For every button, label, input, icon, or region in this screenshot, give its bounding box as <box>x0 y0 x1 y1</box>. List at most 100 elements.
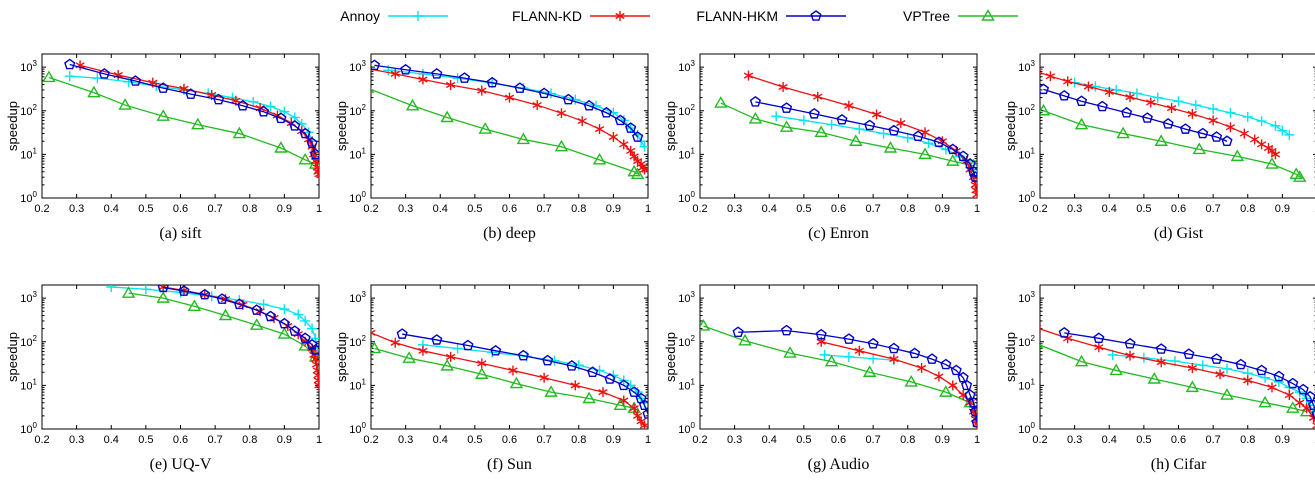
series-layer <box>1040 324 1315 429</box>
data-point-flann-hkm <box>964 158 976 169</box>
data-point-flann-kd <box>1156 357 1166 368</box>
data-point-annoy <box>843 351 854 362</box>
x-tick-label: 0.5 <box>138 434 153 446</box>
data-point-flann-hkm <box>275 112 287 124</box>
data-point-annoy <box>878 128 889 139</box>
data-point-flann-kd <box>1312 422 1315 429</box>
data-point-flann-hkm <box>278 317 290 329</box>
x-tick-label: 0.9 <box>935 203 950 215</box>
data-point-vptree <box>946 154 960 166</box>
data-point-flann-hkm <box>490 344 502 356</box>
data-point-annoy <box>826 119 837 130</box>
x-tick-label: 0.5 <box>467 434 482 446</box>
data-point-flann-hkm <box>1093 332 1105 344</box>
y-tick-label: 101 <box>1018 377 1035 392</box>
data-point-flann-kd <box>532 100 542 111</box>
data-point-flann-hkm <box>614 114 626 126</box>
legend-label: FLANN-HKM <box>696 8 778 24</box>
data-point-flann-kd <box>629 403 639 414</box>
legend: Annoy FLANN-KD FLANN-HKM VPTree <box>340 8 1018 24</box>
data-point-flann-kd <box>871 109 882 120</box>
y-tick-label: 102 <box>20 103 37 118</box>
data-point-vptree <box>1258 395 1272 408</box>
x-tick-label: 0.7 <box>1205 434 1220 446</box>
chart-panel: 0.2 0.3 0.4 0.5 0.6 0.7 0.8 0.9 1 100 101 102 103 spe… <box>334 284 651 473</box>
data-point-annoy <box>106 285 117 292</box>
plot-frame <box>41 284 320 430</box>
x-tick-label: 0.3 <box>727 434 742 446</box>
data-point-annoy <box>1284 129 1295 140</box>
data-point-flann-hkm <box>1096 100 1108 112</box>
x-tick-label: 1 <box>645 203 651 215</box>
data-point-flann-hkm <box>600 106 613 118</box>
x-tick-label: 0.8 <box>1240 434 1255 446</box>
data-point-annoy <box>1221 363 1232 374</box>
data-point-flann-hkm <box>947 143 959 155</box>
series-line-flann-kd <box>1040 328 1315 423</box>
data-point-flann-hkm <box>258 105 270 117</box>
data-point-flann-hkm <box>642 408 648 419</box>
series-line-flann-hkm <box>738 329 977 423</box>
x-tick-label: 0.9 <box>935 434 950 446</box>
x-tick-label: 0.7 <box>536 434 551 446</box>
data-point-flann-hkm <box>933 136 945 147</box>
x-tick-label: 0.4 <box>762 203 777 215</box>
data-point-flann-hkm <box>971 416 977 428</box>
data-point-flann-hkm <box>625 122 637 133</box>
chart-panel: 0.2 0.3 0.4 0.5 0.6 0.7 0.8 0.9 1 100 101 102 103 spe… <box>663 53 980 242</box>
data-point-annoy <box>452 343 463 354</box>
series-line-annoy <box>422 344 646 404</box>
data-point-vptree <box>156 109 170 121</box>
x-tick-label: 0.6 <box>1171 203 1186 215</box>
y-tick-label: 103 <box>20 290 37 305</box>
chart-panel: 0.2 0.3 0.4 0.5 0.6 0.7 0.8 0.9 1 100 101 102 103 spe… <box>663 284 980 473</box>
data-point-flann-hkm <box>237 99 249 111</box>
legend-label: Annoy <box>340 8 380 24</box>
data-point-flann-hkm <box>538 87 550 99</box>
x-tick-label: 0.7 <box>536 203 551 215</box>
data-point-flann-hkm <box>514 82 526 93</box>
series-line-annoy <box>824 354 894 361</box>
data-point-flann-kd <box>113 70 123 81</box>
data-point-vptree <box>1074 354 1089 367</box>
series-line-annoy <box>69 75 317 152</box>
data-point-vptree <box>824 354 839 367</box>
chart-panel: 0.2 0.3 0.4 0.5 0.6 0.7 0.8 0.9 1 100 101 102 103 spe… <box>1003 284 1315 473</box>
data-point-annoy <box>1173 96 1184 107</box>
data-point-vptree <box>918 147 932 160</box>
x-tick-label: 0.3 <box>398 203 413 215</box>
data-point-flann-hkm <box>912 130 924 142</box>
data-point-flann-hkm <box>431 68 443 79</box>
data-point-annoy <box>1208 103 1219 114</box>
series-line-vptree <box>48 76 316 165</box>
data-point-flann-kd <box>75 60 85 71</box>
panel-caption: (c) Enron <box>808 225 869 242</box>
series-line-flann-kd <box>1040 71 1276 155</box>
x-tick-label: 1 <box>645 434 651 446</box>
data-point-flann-hkm <box>371 59 381 71</box>
data-point-flann-kd <box>539 372 549 383</box>
data-point-flann-kd <box>477 85 487 96</box>
x-tick-label: 0.2 <box>1032 434 1047 446</box>
chart-panel: 0.2 0.3 0.4 0.5 0.6 0.7 0.8 0.9 1 100 101 102 103 spe… <box>5 53 322 242</box>
y-tick-label: 103 <box>20 59 37 74</box>
data-point-flann-hkm <box>1040 83 1050 95</box>
data-point-vptree <box>748 112 763 124</box>
data-point-flann-hkm <box>1197 127 1209 139</box>
plot-frame <box>41 53 320 199</box>
series-line-vptree <box>1043 110 1301 178</box>
y-axis-label: speedup <box>1003 101 1018 151</box>
data-point-flann-hkm <box>517 349 529 361</box>
series-line-flann-hkm <box>1043 88 1228 142</box>
y-tick-label: 100 <box>349 190 366 205</box>
series-layer <box>1040 68 1307 182</box>
data-point-flann-hkm <box>289 325 301 336</box>
data-point-flann-hkm <box>632 131 644 142</box>
x-tick-label: 0.3 <box>69 434 84 446</box>
data-point-flann-hkm <box>808 107 820 119</box>
data-point-flann-hkm <box>964 389 976 400</box>
data-point-flann-kd <box>477 358 487 369</box>
x-tick-label: 0.3 <box>727 203 742 215</box>
data-point-flann-kd <box>743 70 754 81</box>
data-point-flann-hkm <box>1120 106 1133 118</box>
